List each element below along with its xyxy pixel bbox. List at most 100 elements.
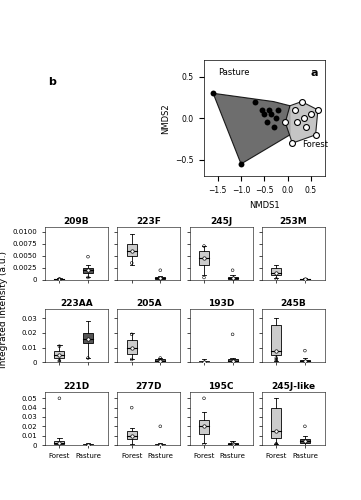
Text: Forest: Forest — [303, 140, 329, 149]
Point — [157, 357, 163, 365]
Title: 253M: 253M — [279, 217, 307, 226]
Point — [201, 394, 207, 402]
FancyBboxPatch shape — [271, 408, 281, 438]
Point — [129, 356, 135, 364]
Title: 195C: 195C — [208, 382, 234, 391]
Point — [129, 404, 135, 411]
FancyBboxPatch shape — [271, 268, 281, 275]
Point — [273, 357, 279, 365]
Point — [282, 118, 288, 126]
Point — [230, 266, 235, 274]
FancyBboxPatch shape — [199, 251, 209, 266]
FancyBboxPatch shape — [83, 333, 93, 343]
FancyBboxPatch shape — [155, 278, 165, 279]
Point — [57, 394, 62, 402]
Point — [230, 274, 235, 282]
FancyBboxPatch shape — [199, 420, 209, 434]
Point — [252, 98, 258, 106]
Title: 223AA: 223AA — [60, 300, 93, 308]
Polygon shape — [285, 102, 318, 143]
Title: 223F: 223F — [136, 217, 161, 226]
Point — [266, 106, 272, 114]
Point — [271, 122, 277, 130]
Point — [261, 110, 267, 118]
Point — [299, 98, 304, 106]
Point — [201, 441, 207, 449]
Text: b: b — [48, 78, 56, 88]
FancyBboxPatch shape — [155, 444, 165, 445]
Title: 245J-like: 245J-like — [271, 382, 316, 391]
Point — [129, 247, 135, 255]
Point — [308, 110, 314, 118]
Point — [259, 106, 265, 114]
Point — [85, 252, 91, 260]
FancyBboxPatch shape — [227, 443, 238, 444]
Title: 209B: 209B — [64, 217, 90, 226]
Title: 221D: 221D — [64, 382, 90, 391]
Point — [302, 422, 308, 430]
Polygon shape — [213, 94, 290, 164]
FancyBboxPatch shape — [55, 279, 64, 280]
Point — [201, 422, 207, 430]
Point — [57, 342, 62, 350]
Point — [57, 276, 62, 283]
Point — [57, 275, 62, 283]
Point — [273, 440, 279, 448]
Text: a: a — [310, 68, 318, 78]
Point — [85, 335, 91, 343]
Point — [129, 259, 135, 267]
Point — [57, 357, 62, 365]
FancyBboxPatch shape — [83, 268, 93, 272]
Point — [157, 274, 163, 282]
Point — [201, 274, 207, 281]
FancyBboxPatch shape — [227, 360, 238, 362]
Point — [273, 356, 279, 364]
Point — [273, 268, 279, 276]
Point — [273, 275, 279, 283]
Point — [273, 114, 279, 122]
Point — [302, 438, 308, 446]
X-axis label: NMDS1: NMDS1 — [249, 200, 280, 209]
Point — [230, 357, 235, 365]
Point — [313, 131, 318, 139]
Point — [273, 440, 279, 448]
FancyBboxPatch shape — [300, 360, 310, 362]
Point — [273, 346, 279, 354]
Point — [230, 439, 235, 447]
Y-axis label: NMDS2: NMDS2 — [161, 103, 170, 134]
Point — [273, 441, 279, 449]
FancyBboxPatch shape — [271, 326, 281, 355]
Point — [273, 427, 279, 435]
Title: 245J: 245J — [210, 217, 232, 226]
Point — [210, 90, 216, 98]
Point — [57, 276, 62, 283]
Point — [230, 440, 235, 448]
Title: 245B: 245B — [280, 300, 306, 308]
FancyBboxPatch shape — [127, 340, 137, 353]
FancyBboxPatch shape — [199, 361, 209, 362]
FancyBboxPatch shape — [83, 444, 93, 445]
FancyBboxPatch shape — [127, 244, 137, 256]
FancyBboxPatch shape — [55, 350, 64, 358]
Point — [85, 354, 91, 362]
Point — [85, 440, 91, 448]
Point — [273, 354, 279, 362]
Point — [157, 266, 163, 274]
Point — [57, 351, 62, 359]
Point — [157, 440, 163, 448]
Point — [302, 276, 308, 283]
Point — [315, 106, 321, 114]
Point — [201, 358, 207, 366]
Point — [129, 432, 135, 440]
FancyBboxPatch shape — [127, 431, 137, 440]
Point — [129, 344, 135, 351]
Point — [292, 106, 297, 114]
Point — [238, 160, 244, 168]
FancyBboxPatch shape — [300, 440, 310, 443]
Point — [201, 254, 207, 262]
Point — [302, 358, 308, 366]
Point — [301, 114, 307, 122]
Point — [269, 110, 274, 118]
Point — [57, 439, 62, 447]
Point — [57, 357, 62, 365]
